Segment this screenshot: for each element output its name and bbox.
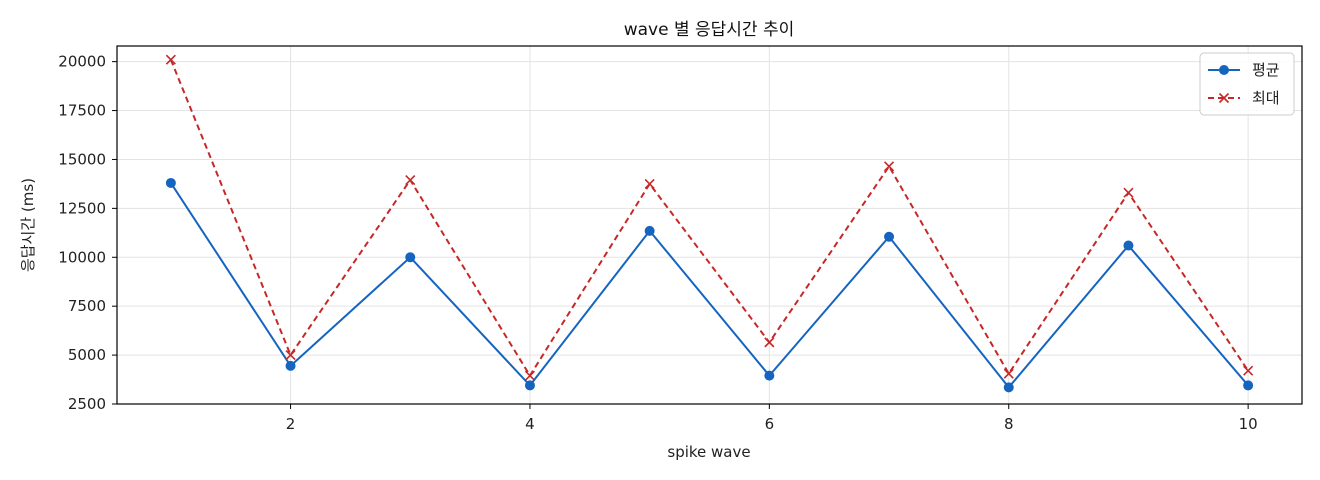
axis-ticks: 2 4 6 8 10 2500 5000 7500 10000 12500 15000 17500 20… (58, 53, 1257, 433)
x-axis-title: spike wave (667, 443, 750, 461)
data-point (524, 370, 536, 381)
legend-marker (1218, 92, 1230, 104)
x-tick-label: 6 (765, 415, 775, 433)
data-point (764, 337, 775, 348)
legend-item: 최대 (1208, 89, 1280, 107)
y-tick-label: 12500 (58, 199, 106, 217)
legend-label: 최대 (1252, 89, 1280, 107)
series-line (170, 182, 1249, 389)
data-point (764, 370, 775, 381)
data-point (524, 380, 535, 391)
data-point (285, 360, 296, 371)
data-point (1123, 240, 1134, 251)
data-point (405, 252, 416, 263)
x-tick-label: 4 (525, 415, 535, 433)
data-point (884, 231, 895, 242)
series-line (169, 59, 1249, 377)
y-axis-title: 응답시간 (ms) (19, 178, 37, 272)
plot-frame (116, 45, 1303, 405)
y-tick-label: 10000 (58, 248, 106, 266)
legend-item: 평균 (1208, 61, 1280, 79)
chart-title: wave 별 응답시간 추이 (624, 20, 795, 40)
data-point (1123, 187, 1134, 198)
data-point (883, 161, 895, 172)
y-tick-label: 7500 (68, 297, 106, 315)
series-1 (165, 177, 1254, 393)
data-point (285, 350, 296, 361)
x-tick-label: 8 (1004, 415, 1014, 433)
y-tick-label: 20000 (58, 53, 106, 71)
legend-box (1199, 52, 1295, 116)
data-point (644, 178, 655, 189)
data-point (165, 177, 176, 188)
data-point (405, 174, 416, 186)
y-tick-label: 15000 (58, 150, 106, 168)
series-2 (165, 54, 1254, 381)
data-point (1003, 382, 1014, 393)
legend-marker (1219, 65, 1229, 75)
data-point (1243, 365, 1254, 376)
data-point (1243, 380, 1254, 391)
x-tick-label: 2 (286, 415, 296, 433)
y-tick-label: 5000 (68, 346, 106, 364)
y-tick-label: 17500 (58, 102, 106, 120)
x-tick-label: 10 (1239, 415, 1258, 433)
series-group (165, 54, 1254, 393)
y-tick-label: 2500 (68, 395, 106, 413)
data-point (1003, 368, 1014, 379)
data-point (165, 54, 176, 65)
data-point (644, 225, 655, 236)
legend-label: 평균 (1252, 61, 1280, 79)
